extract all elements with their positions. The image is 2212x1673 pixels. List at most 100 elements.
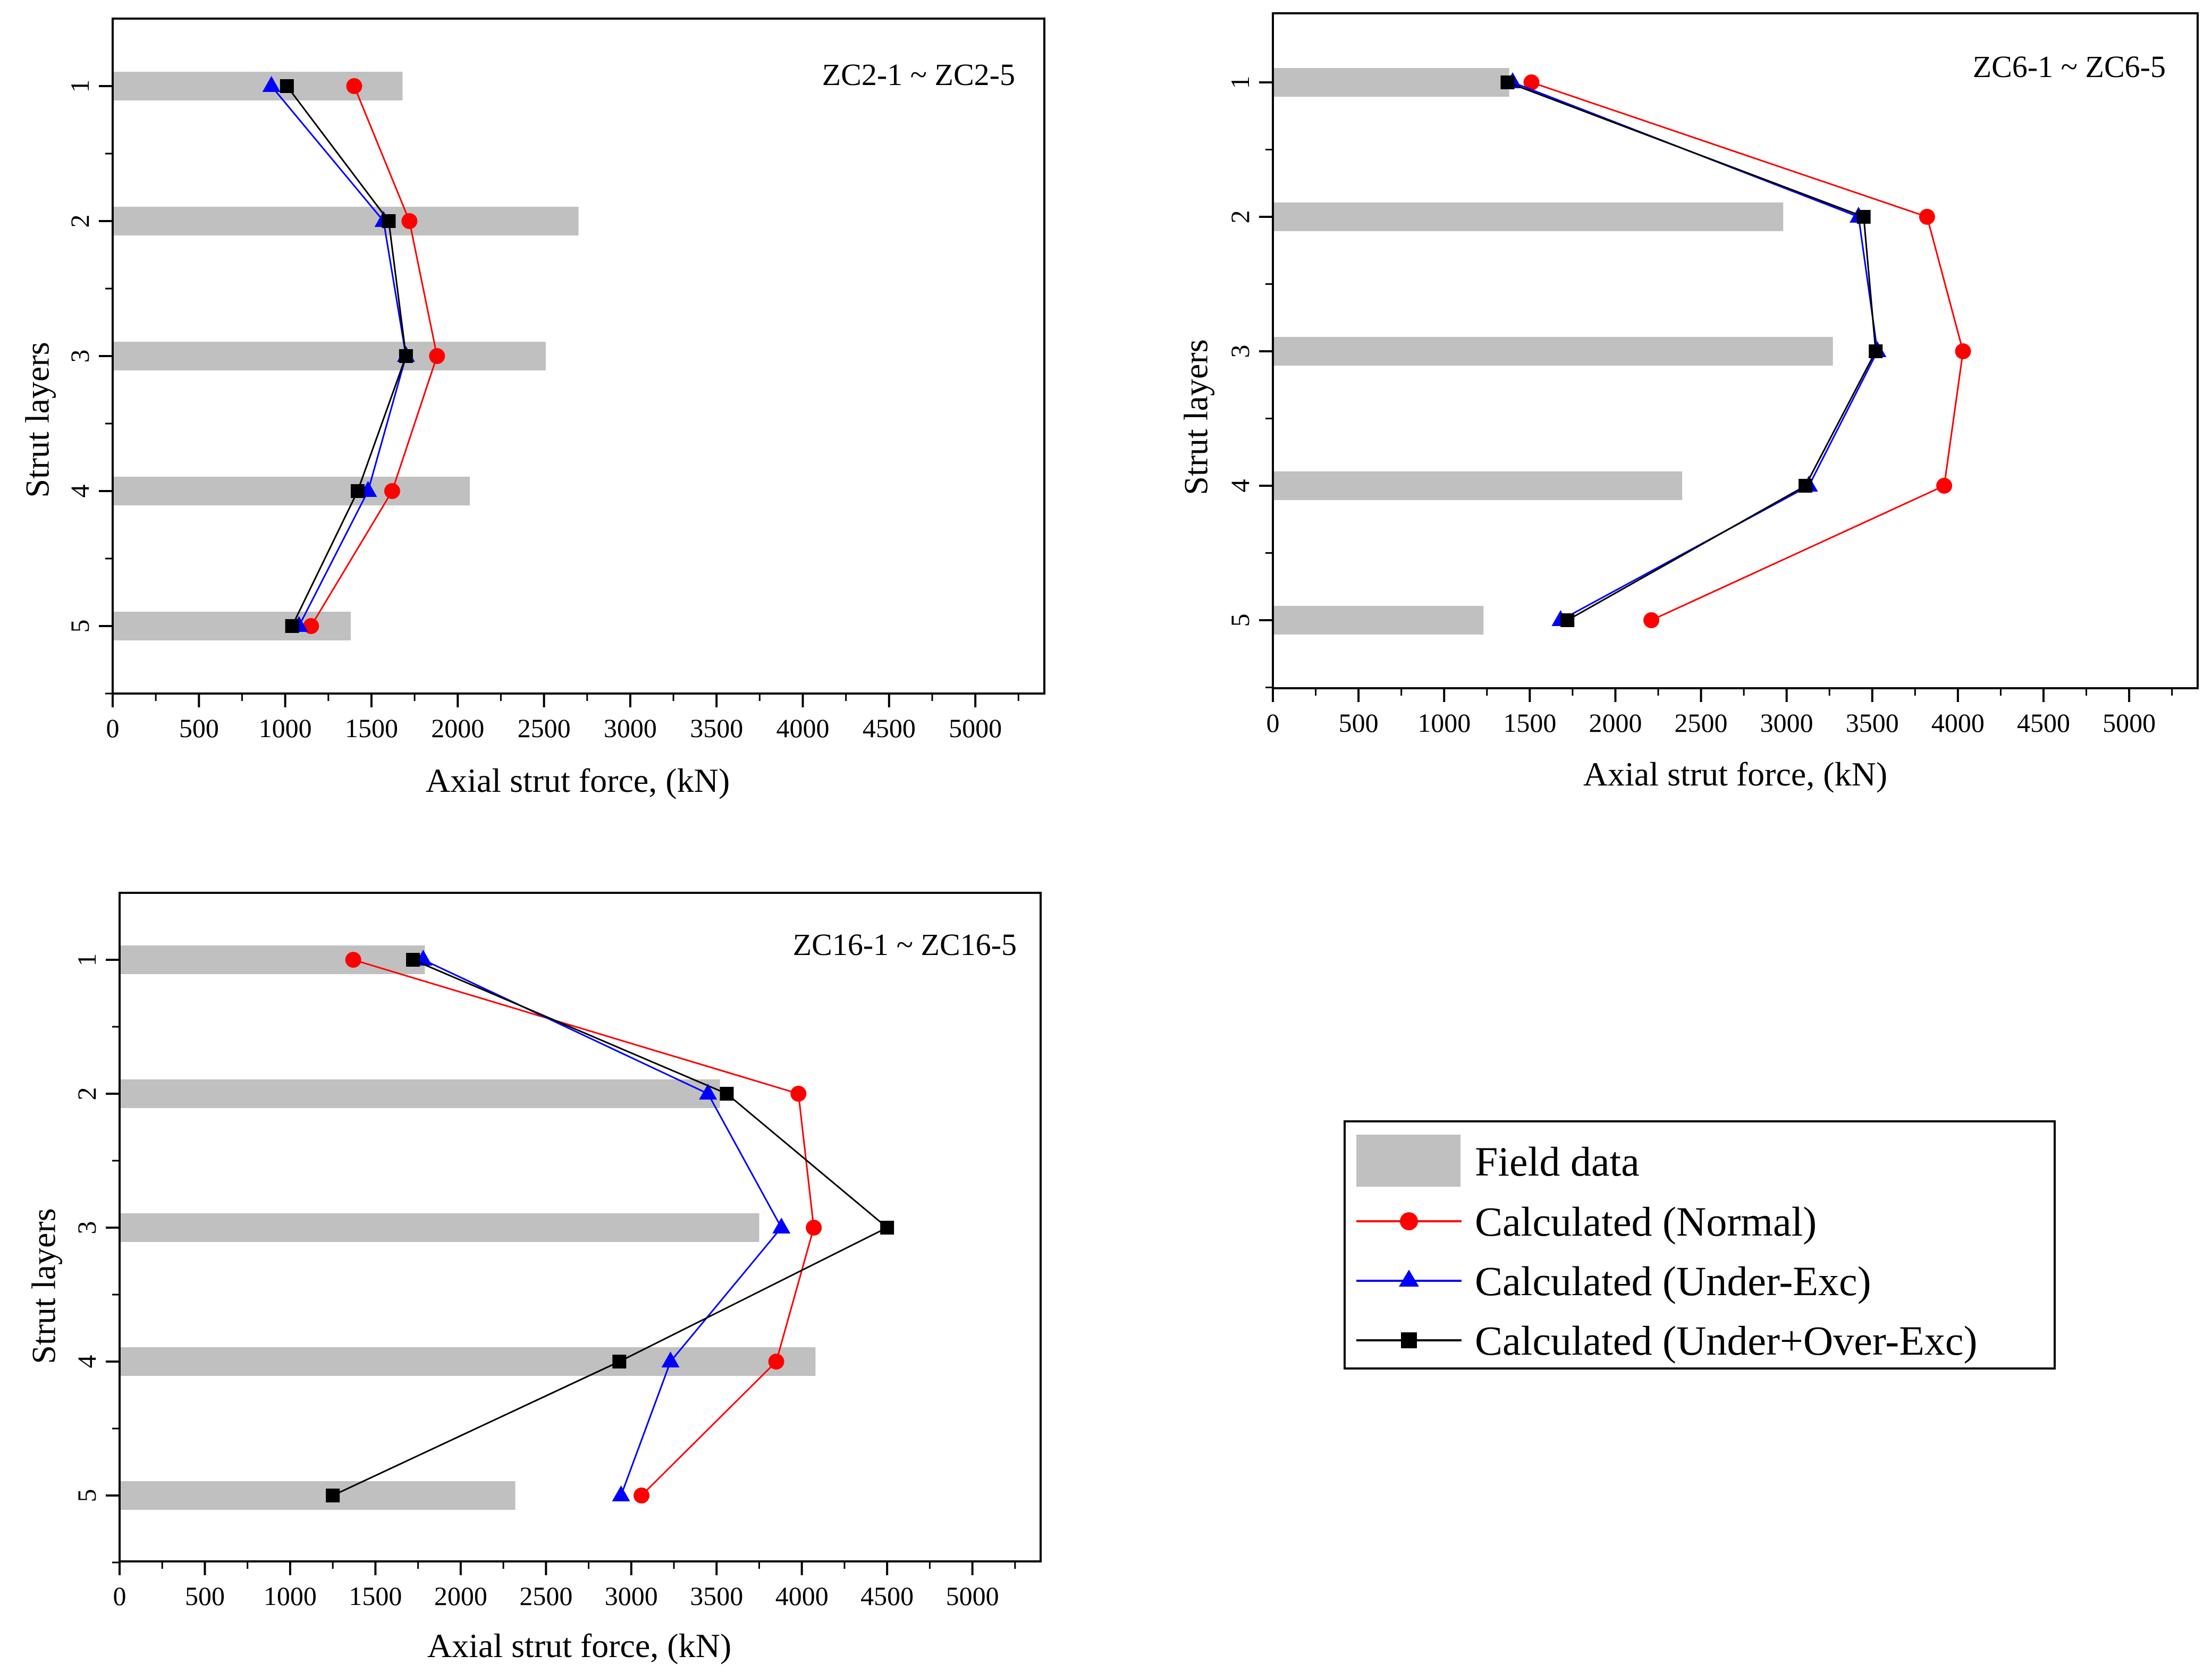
x-tick-label: 2000 <box>431 713 484 743</box>
charts-layer: 0 500 1000 1500 2000 2500 3000 3500 4000 4500 5000… <box>19 12 2199 1664</box>
y-category-label: 5 <box>65 620 95 633</box>
x-axis-title: Axial strut force, (kN) <box>1583 755 1887 793</box>
x-tick-label: 3000 <box>604 713 657 743</box>
x-tick-label: 4000 <box>1931 708 1985 738</box>
bar-field-layer-2 <box>114 207 579 235</box>
point-overunder-layer-1 <box>280 79 294 93</box>
chart-panel-1: 0 500 1000 1500 2000 2500 3000 3500 4000 4500 5000… <box>19 18 1045 799</box>
bar-field-layer-4 <box>1274 471 1683 500</box>
point-overunder-layer-1 <box>406 953 420 967</box>
y-category-label: 4 <box>65 485 95 498</box>
point-normal-layer-4 <box>1936 478 1953 494</box>
chart-panel-3: 0 500 1000 1500 2000 2500 3000 3500 4000 4500 5000… <box>25 892 1042 1664</box>
point-normal-layer-2 <box>1919 209 1935 225</box>
bar-field-layer-3 <box>114 342 546 370</box>
x-tick-label: 4000 <box>776 713 830 743</box>
legend-entry-overunder: Calculated (Under+Over-Exc) <box>1356 1317 1977 1364</box>
point-overunder-layer-2 <box>720 1087 734 1101</box>
x-tick-label: 3500 <box>690 1581 743 1611</box>
point-normal-layer-5 <box>634 1488 650 1503</box>
legend-label-normal: Calculated (Normal) <box>1475 1198 1817 1245</box>
x-tick-label: 500 <box>1339 708 1379 738</box>
point-overunder-layer-4 <box>612 1355 627 1368</box>
bar-field-layer-5 <box>121 1481 516 1510</box>
bar-field-layer-4 <box>121 1347 816 1376</box>
point-overunder-layer-1 <box>1500 75 1515 89</box>
x-tick-label: 3000 <box>1760 708 1813 738</box>
x-tick-label: 4500 <box>2017 708 2070 738</box>
x-tick-label: 0 <box>106 713 120 743</box>
x-tick-label: 5000 <box>949 713 1002 743</box>
legend-label-overunder: Calculated (Under+Over-Exc) <box>1475 1317 1977 1364</box>
point-normal-layer-4 <box>384 483 400 499</box>
legend-marker-under <box>1399 1270 1419 1287</box>
y-category-label: 3 <box>72 1221 102 1235</box>
y-category-label: 1 <box>72 953 102 967</box>
x-tick-label: 1000 <box>264 1581 317 1611</box>
panel-title: ZC2-1 ~ ZC2-5 <box>822 57 1015 92</box>
x-tick-label: 3500 <box>690 713 743 743</box>
point-normal-layer-3 <box>806 1220 822 1236</box>
point-under-layer-1 <box>262 76 281 92</box>
point-overunder-layer-2 <box>382 214 396 228</box>
bar-field-layer-2 <box>1274 202 1784 231</box>
point-under-layer-2 <box>699 1084 717 1100</box>
legend-entry-field: Field data <box>1356 1135 1640 1187</box>
x-tick-label: 2500 <box>518 713 571 743</box>
y-axis-title: Strut layers <box>19 342 56 497</box>
point-overunder-layer-3 <box>880 1221 894 1235</box>
bar-field-layer-3 <box>1274 337 1833 366</box>
point-normal-layer-3 <box>429 348 445 364</box>
point-normal-layer-2 <box>790 1086 807 1102</box>
legend-swatch-field <box>1356 1135 1460 1187</box>
x-tick-label: 4500 <box>863 713 916 743</box>
x-tick-label: 5000 <box>946 1581 999 1611</box>
y-axis-title: Strut layers <box>1177 339 1215 495</box>
x-tick-label: 3500 <box>1846 708 1899 738</box>
y-category-label: 5 <box>1225 614 1255 627</box>
legend-marker-overunder <box>1401 1332 1417 1348</box>
x-axis-title: Axial strut force, (kN) <box>427 1627 731 1664</box>
x-tick-label: 4000 <box>775 1581 829 1611</box>
y-category-label: 2 <box>1225 210 1255 224</box>
legend-entry-under: Calculated (Under-Exc) <box>1356 1258 1871 1304</box>
panel-title: ZC6-1 ~ ZC6-5 <box>1973 49 2166 84</box>
x-tick-label: 2000 <box>1589 708 1642 738</box>
chart-panel-2: 0 500 1000 1500 2000 2500 3000 3500 4000 4500 5000… <box>1177 12 2199 793</box>
y-category-label: 4 <box>72 1355 102 1368</box>
point-normal-layer-3 <box>1955 343 1971 359</box>
x-tick-label: 1000 <box>259 713 312 743</box>
x-tick-label: 500 <box>179 713 219 743</box>
bar-field-layer-4 <box>114 477 470 505</box>
bar-field-layer-3 <box>121 1213 759 1242</box>
point-overunder-layer-5 <box>326 1489 340 1502</box>
x-axis-title: Axial strut force, (kN) <box>426 762 730 799</box>
x-tick-label: 1500 <box>349 1581 402 1611</box>
bar-field-layer-1 <box>1274 68 1509 97</box>
point-under-layer-4 <box>661 1351 680 1367</box>
point-under-layer-3 <box>772 1218 791 1233</box>
point-overunder-layer-3 <box>399 349 413 363</box>
point-overunder-layer-3 <box>1869 344 1883 358</box>
point-normal-layer-1 <box>346 78 362 94</box>
x-tick-label: 2500 <box>1675 708 1728 738</box>
point-normal-layer-4 <box>768 1354 784 1370</box>
legend-label-under: Calculated (Under-Exc) <box>1475 1258 1871 1304</box>
legend-box <box>1344 1120 2056 1370</box>
x-tick-label: 0 <box>113 1581 126 1611</box>
x-tick-label: 1500 <box>1503 708 1556 738</box>
y-category-label: 5 <box>72 1489 102 1502</box>
x-tick-label: 4500 <box>860 1581 914 1611</box>
y-category-label: 1 <box>65 80 95 93</box>
y-category-label: 1 <box>1225 76 1255 89</box>
x-tick-label: 1000 <box>1417 708 1471 738</box>
y-category-label: 4 <box>1225 479 1255 493</box>
point-normal-layer-2 <box>401 213 418 229</box>
x-tick-label: 3000 <box>605 1581 658 1611</box>
x-tick-label: 500 <box>185 1581 225 1611</box>
legend-marker-normal <box>1400 1212 1418 1230</box>
point-normal-layer-5 <box>1643 612 1660 628</box>
point-normal-layer-1 <box>345 952 361 968</box>
legend-label-field: Field data <box>1475 1138 1640 1185</box>
